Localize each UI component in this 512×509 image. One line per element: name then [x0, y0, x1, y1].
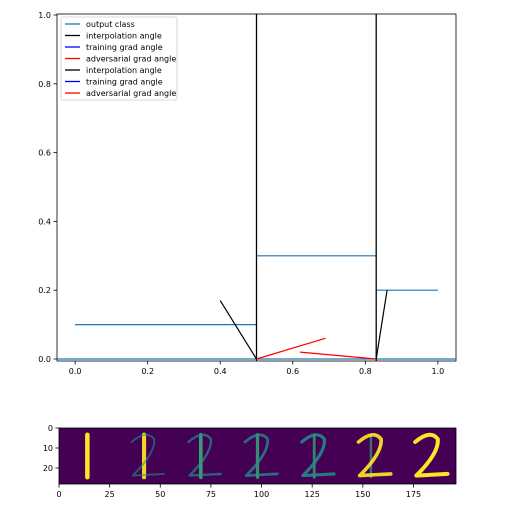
line-chart: 0.0 0.2 0.4 0.6 0.8 1.0 0.0 0.2 0.4 0.6 0.8 1.0 ou…: [38, 11, 457, 376]
x-tick-label: 0.2: [141, 367, 154, 376]
legend-label: training grad angle: [86, 43, 163, 52]
x-axis-ticks: 0 25 50 75 100 125 150 175: [56, 484, 421, 499]
series-2-segment-0: [219, 300, 258, 360]
digit-two-stroke: [243, 433, 279, 477]
y-axis-ticks: 0.0 0.2 0.4 0.6 0.8 1.0: [38, 11, 57, 364]
series-3-segment-0: [256, 337, 326, 360]
x-tick-label: 175: [406, 490, 421, 499]
series-3-segment-1: [299, 351, 377, 360]
digit-panel-5: [356, 433, 393, 479]
digit-two-stroke: [356, 433, 393, 478]
y-tick-label: 1.0: [38, 11, 51, 20]
x-tick-label: 75: [206, 490, 216, 499]
legend-label: adversarial grad angle: [86, 55, 176, 64]
y-tick-label: 0.6: [38, 149, 51, 158]
x-tick-label: 150: [355, 490, 370, 499]
digit-two-stroke: [300, 433, 336, 478]
legend-label: adversarial grad angle: [86, 89, 176, 98]
y-tick-label: 20: [43, 464, 53, 473]
digit-panel-3: [243, 433, 279, 479]
digit-two-stroke: [413, 432, 450, 478]
digit-panel-4: [300, 433, 336, 479]
x-tick-label: 50: [155, 490, 165, 499]
legend-label: training grad angle: [86, 78, 163, 87]
image-strip-frame: [58, 427, 457, 485]
x-tick-label: 0.4: [214, 367, 227, 376]
x-tick-label: 0.8: [359, 367, 372, 376]
legend-label: interpolation angle: [86, 66, 162, 75]
y-tick-label: 0.0: [38, 355, 51, 364]
x-tick-label: 1.0: [431, 367, 444, 376]
plot-lines: [57, 14, 456, 361]
y-axis-ticks: 0 10 20: [43, 424, 59, 473]
x-tick-label: 125: [305, 490, 320, 499]
digit-two-stroke: [130, 433, 165, 477]
x-tick-label: 0.0: [69, 367, 82, 376]
x-axis-ticks: 0.0 0.2 0.4 0.6 0.8 1.0: [69, 361, 444, 376]
x-tick-label: 0: [56, 490, 61, 499]
image-strip: 0 25 50 75 100 125 150 175 0 10 20: [43, 424, 457, 499]
y-tick-label: 0.4: [38, 217, 51, 226]
digit-panel-2: [187, 432, 222, 480]
digit-images: [85, 432, 450, 480]
legend-label: output class: [86, 20, 135, 29]
x-tick-label: 25: [105, 490, 115, 499]
legend: output class interpolation angle training …: [60, 16, 178, 101]
legend-label: interpolation angle: [86, 32, 162, 41]
y-tick-label: 0.2: [38, 286, 51, 295]
y-tick-label: 0.8: [38, 80, 51, 89]
y-tick-label: 0: [48, 424, 53, 433]
digit-panel-6: [413, 432, 450, 478]
x-tick-label: 100: [254, 490, 269, 499]
x-tick-label: 0.6: [286, 367, 299, 376]
y-tick-label: 10: [43, 444, 53, 453]
legend-box: [60, 16, 178, 101]
digit-two-stroke: [187, 433, 222, 477]
digit-panel-1: [130, 432, 165, 480]
series-2-segment-1: [375, 290, 388, 360]
